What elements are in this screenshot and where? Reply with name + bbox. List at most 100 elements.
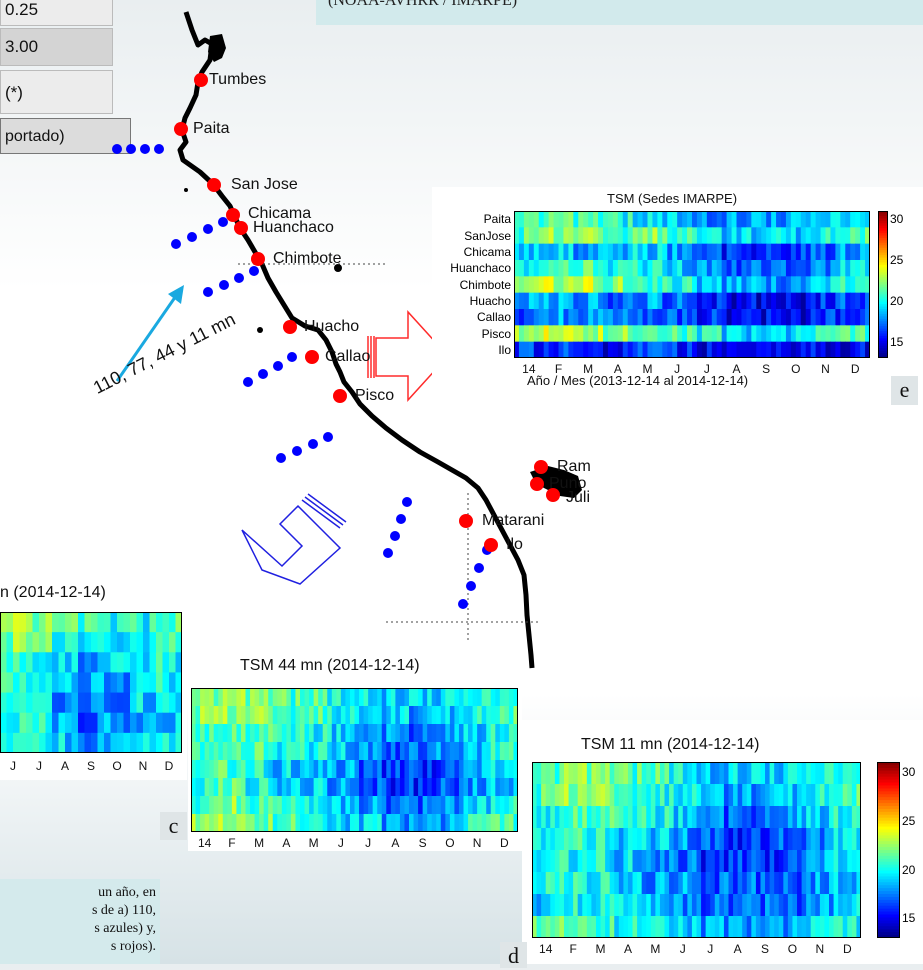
heatmap-cell [91,652,99,674]
heatmap-cell [783,784,789,807]
heatmap-cell [650,806,656,829]
heatmap-cell [245,778,251,797]
heatmap-cell [538,325,545,343]
colorbar-step [877,800,900,804]
heatmap-cell [363,760,369,779]
heatmap-cell [65,632,73,653]
heatmap-cell [706,292,713,310]
heatmap-cell [58,612,66,633]
heatmap-cell [259,742,265,761]
heatmap-cell [760,828,766,851]
heatmap-cell [245,742,251,761]
heatmap-cell [800,211,807,228]
heatmap-cell [543,227,550,245]
colorbar-step [878,345,888,349]
heatmap-cell [104,692,112,714]
heatmap-cell [236,724,242,743]
heatmap-cell [545,784,551,807]
heatmap-cell [711,292,718,310]
heatmap-cell [110,612,118,633]
colorbar-step [878,264,888,268]
heatmap-cell [617,260,624,277]
colorbar-step [877,896,900,901]
heatmap-cell [701,341,708,359]
heatmap-cell [865,243,871,261]
heatmap-cell [609,872,615,895]
heatmap-cell [800,325,807,343]
heatmap-cell [835,292,841,310]
heatmap-cell [550,806,556,829]
heatmap-cell [728,850,734,873]
heatmap-cell [673,806,679,829]
heatmap-cell [662,276,668,294]
heatmap-cell [413,706,419,725]
heatmap-cell [254,742,260,761]
heatmap-cell [477,814,483,833]
heatmap-cell [830,292,836,310]
heatmap-cell [209,688,215,707]
heatmap-frame [532,762,861,938]
x-tick-label: 14 [522,362,536,376]
heatmap-cell [536,806,542,829]
heatmap-cell [623,894,629,917]
heatmap-cell [71,692,79,714]
heatmap-cell [776,276,782,294]
heatmap-cell [847,762,853,785]
heatmap-cell [714,784,720,807]
heatmap-cell [600,784,606,807]
heatmap-cell [838,872,844,895]
heatmap-cell [785,292,792,310]
heatmap-cell [541,784,547,807]
heatmap-cell [612,211,619,228]
heatmap-cell [110,732,118,754]
heatmap-cell [696,828,702,851]
heatmap-cell [662,292,668,310]
heatmap-cell [300,814,306,833]
heatmap-cell [245,760,251,779]
heatmap-cell [801,828,807,851]
heatmap-cell [449,760,456,779]
heatmap-cell [696,309,703,326]
heatmap-cell [359,814,365,833]
heatmap-cell [742,894,748,917]
heatmap-cell [449,796,456,815]
heatmap-cell [327,688,333,707]
heatmap-cell [721,227,728,245]
heatmap-cell [632,916,638,939]
heatmap-cell [431,814,437,833]
colorbar-step [878,220,888,224]
heatmap-cell [84,672,92,694]
heatmap-cell [781,341,787,359]
heatmap-cell [472,814,478,833]
heatmap-cell [268,778,274,797]
heatmap-cell [800,341,807,359]
heatmap-cell [623,806,629,829]
heatmap-cell [508,706,515,725]
heatmap-cell [820,227,827,245]
heatmap-cell [440,760,446,779]
heatmap-cell [766,341,772,359]
heatmap-cell [399,688,406,707]
heatmap-cell [268,760,274,779]
heatmap-cell [721,309,728,326]
heatmap-cell [554,806,561,829]
heatmap-cell [558,309,565,326]
heatmap-cell [528,309,535,326]
heatmap-cell [578,227,584,245]
heatmap-cell [776,260,782,277]
heatmap-cell [801,806,807,829]
heatmap-cell [731,276,738,294]
heatmap-cell [657,211,663,228]
heatmap-cell [272,796,278,815]
heatmap-cell [377,760,383,779]
heatmap-cell [696,762,702,785]
heatmap-cell [528,276,535,294]
heatmap-cell [295,724,301,743]
heatmap-cell [824,784,830,807]
heatmap-cell [840,341,846,359]
heatmap-cell [733,894,739,917]
heatmap-cell [830,276,836,294]
heatmap-cell [573,806,579,829]
heatmap-cell [240,742,247,761]
heatmap-cell [795,211,802,228]
